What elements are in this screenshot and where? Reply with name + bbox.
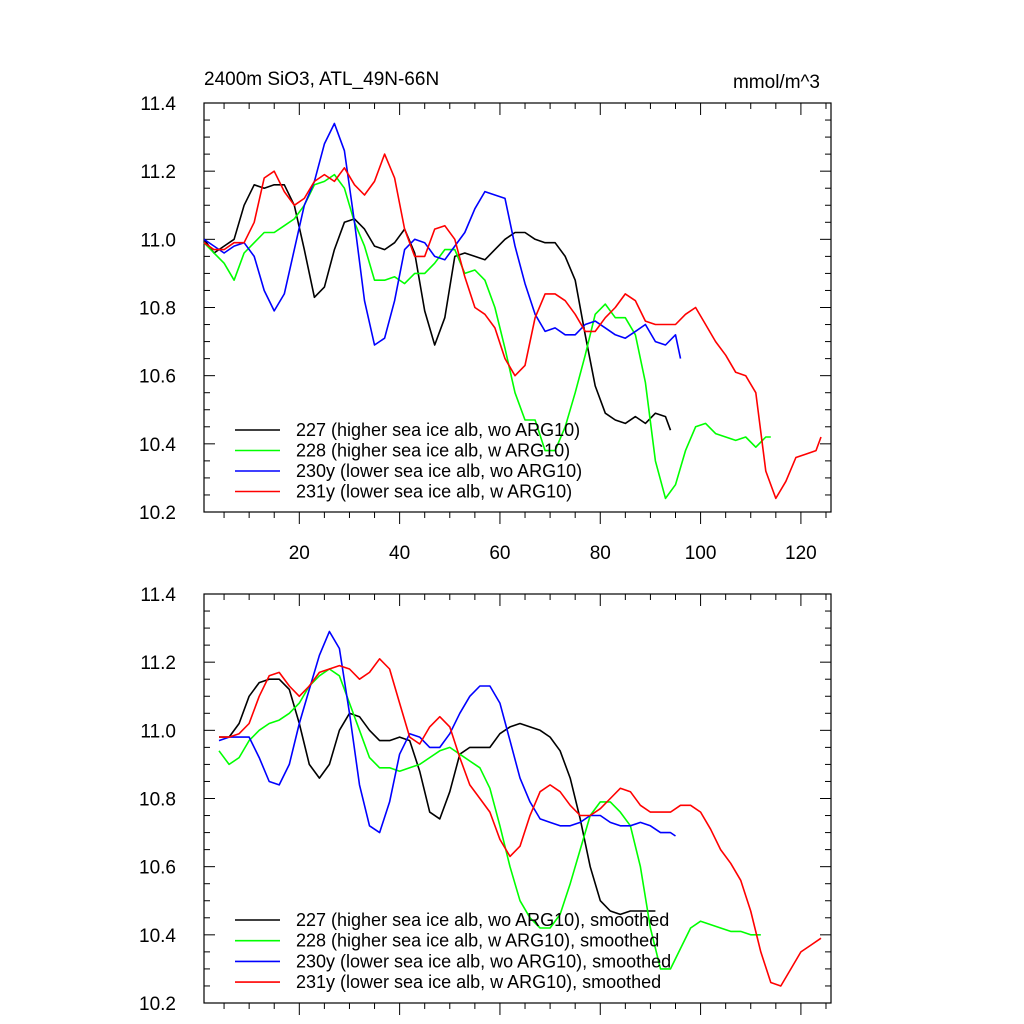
top-xtick-label: 120 (785, 543, 817, 564)
top-panel: 10.2 10.4 10.6 10.8 11.0 11.2 11.4 20 40 60 80 100 1… (139, 94, 832, 564)
top-series-line-1 (203, 173, 771, 500)
top-legend-label-1: 228 (higher sea ice alb, w ARG10) (296, 441, 570, 461)
bottom-ytick-label: 10.8 (139, 790, 176, 811)
chart-units: mmol/m^3 (733, 72, 820, 93)
bottom-series-line-0 (219, 678, 656, 916)
bottom-legend-label-1: 228 (higher sea ice alb, w ARG10), smoot… (296, 931, 659, 951)
bottom-ytick-label: 10.4 (139, 926, 176, 947)
bottom-ytick-label: 10.2 (139, 994, 176, 1015)
bottom-panel: 10.2 10.4 10.6 10.8 11.0 11.2 11.4 227 (higher … (139, 585, 832, 1015)
bottom-ytick-label: 11.4 (140, 585, 176, 606)
top-xtick-label: 40 (389, 543, 410, 564)
top-ytick-label: 10.6 (139, 367, 176, 388)
top-legend-label-3: 231y (lower sea ice alb, w ARG10) (296, 482, 572, 502)
top-ytick-label: 10.2 (139, 503, 176, 524)
top-ytick-label: 10.8 (139, 299, 176, 320)
top-legend-label-2: 230y (lower sea ice alb, wo ARG10) (296, 461, 582, 481)
bottom-legend-label-3: 231y (lower sea ice alb, w ARG10), smoot… (296, 972, 661, 992)
top-ytick-label: 11.0 (140, 230, 176, 251)
bottom-legend-label-0: 227 (higher sea ice alb, wo ARG10), smoo… (296, 910, 669, 930)
bottom-legend-label-2: 230y (lower sea ice alb, wo ARG10), smoo… (296, 951, 671, 971)
top-xtick-label: 100 (685, 543, 717, 564)
top-series-line-0 (203, 184, 672, 431)
bottom-ytick-label: 11.2 (140, 653, 176, 674)
top-xtick-label: 80 (590, 543, 611, 564)
top-xtick-label: 20 (289, 543, 310, 564)
bottom-ytick-label: 10.6 (139, 858, 176, 879)
top-series-line-3 (203, 153, 822, 500)
bottom-series-line-2 (218, 630, 676, 837)
top-series-line-2 (203, 122, 682, 359)
top-xtick-label: 60 (489, 543, 510, 564)
chart-title: 2400m SiO3, ATL_49N-66N (204, 69, 439, 90)
top-ytick-label: 11.2 (140, 162, 176, 183)
top-legend-label-0: 227 (higher sea ice alb, wo ARG10) (296, 420, 580, 440)
top-ytick-label: 10.4 (139, 435, 176, 456)
bottom-ytick-label: 11.0 (140, 721, 176, 742)
bottom-series-line-3 (219, 658, 822, 987)
top-ytick-label: 11.4 (140, 94, 176, 115)
